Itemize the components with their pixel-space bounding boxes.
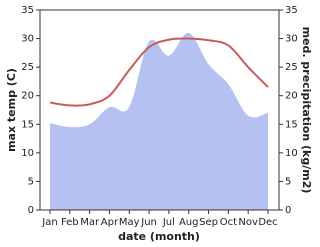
y2-tick-label: 0: [285, 205, 291, 216]
y2-axis-label: med. precipitation (kg/m2): [300, 27, 313, 194]
y-tick-label: 15: [21, 119, 34, 130]
y2-tick-label: 20: [285, 91, 298, 102]
x-axis-label: date (month): [118, 230, 200, 243]
x-tick-label: Jan: [41, 217, 57, 228]
y-tick-label: 20: [21, 91, 34, 102]
y-tick-label: 25: [21, 62, 34, 73]
x-tick-label: May: [119, 217, 140, 228]
y-axis-label: max temp (C): [5, 68, 18, 152]
y2-tick-label: 10: [285, 148, 298, 159]
y-tick-label: 5: [28, 176, 34, 187]
y2-tick-label: 25: [285, 62, 298, 73]
x-tick-label: Jun: [140, 217, 157, 228]
x-tick-label: Mar: [80, 217, 100, 228]
x-tick-label: Sep: [199, 217, 218, 228]
y-tick-label: 30: [21, 34, 34, 45]
y-tick-label: 35: [21, 5, 34, 16]
y-tick-label: 0: [28, 205, 34, 216]
y2-tick-label: 5: [285, 176, 291, 187]
x-tick-label: Dec: [258, 217, 277, 228]
temperature-line: [49, 37, 269, 107]
y2-tick-label: 35: [285, 5, 298, 16]
x-tick-label: Oct: [220, 217, 237, 228]
y2-tick-label: 15: [285, 119, 298, 130]
x-tick-label: Nov: [238, 217, 258, 228]
y-tick-label: 10: [21, 148, 34, 159]
x-tick-label: Apr: [101, 217, 119, 228]
plot-frame: [39, 9, 280, 211]
x-tick-label: Feb: [61, 217, 79, 228]
x-tick-label: Jul: [162, 217, 175, 228]
y2-tick-label: 30: [285, 34, 298, 45]
x-tick-label: Aug: [179, 217, 199, 228]
precipitation-area: [50, 32, 268, 211]
